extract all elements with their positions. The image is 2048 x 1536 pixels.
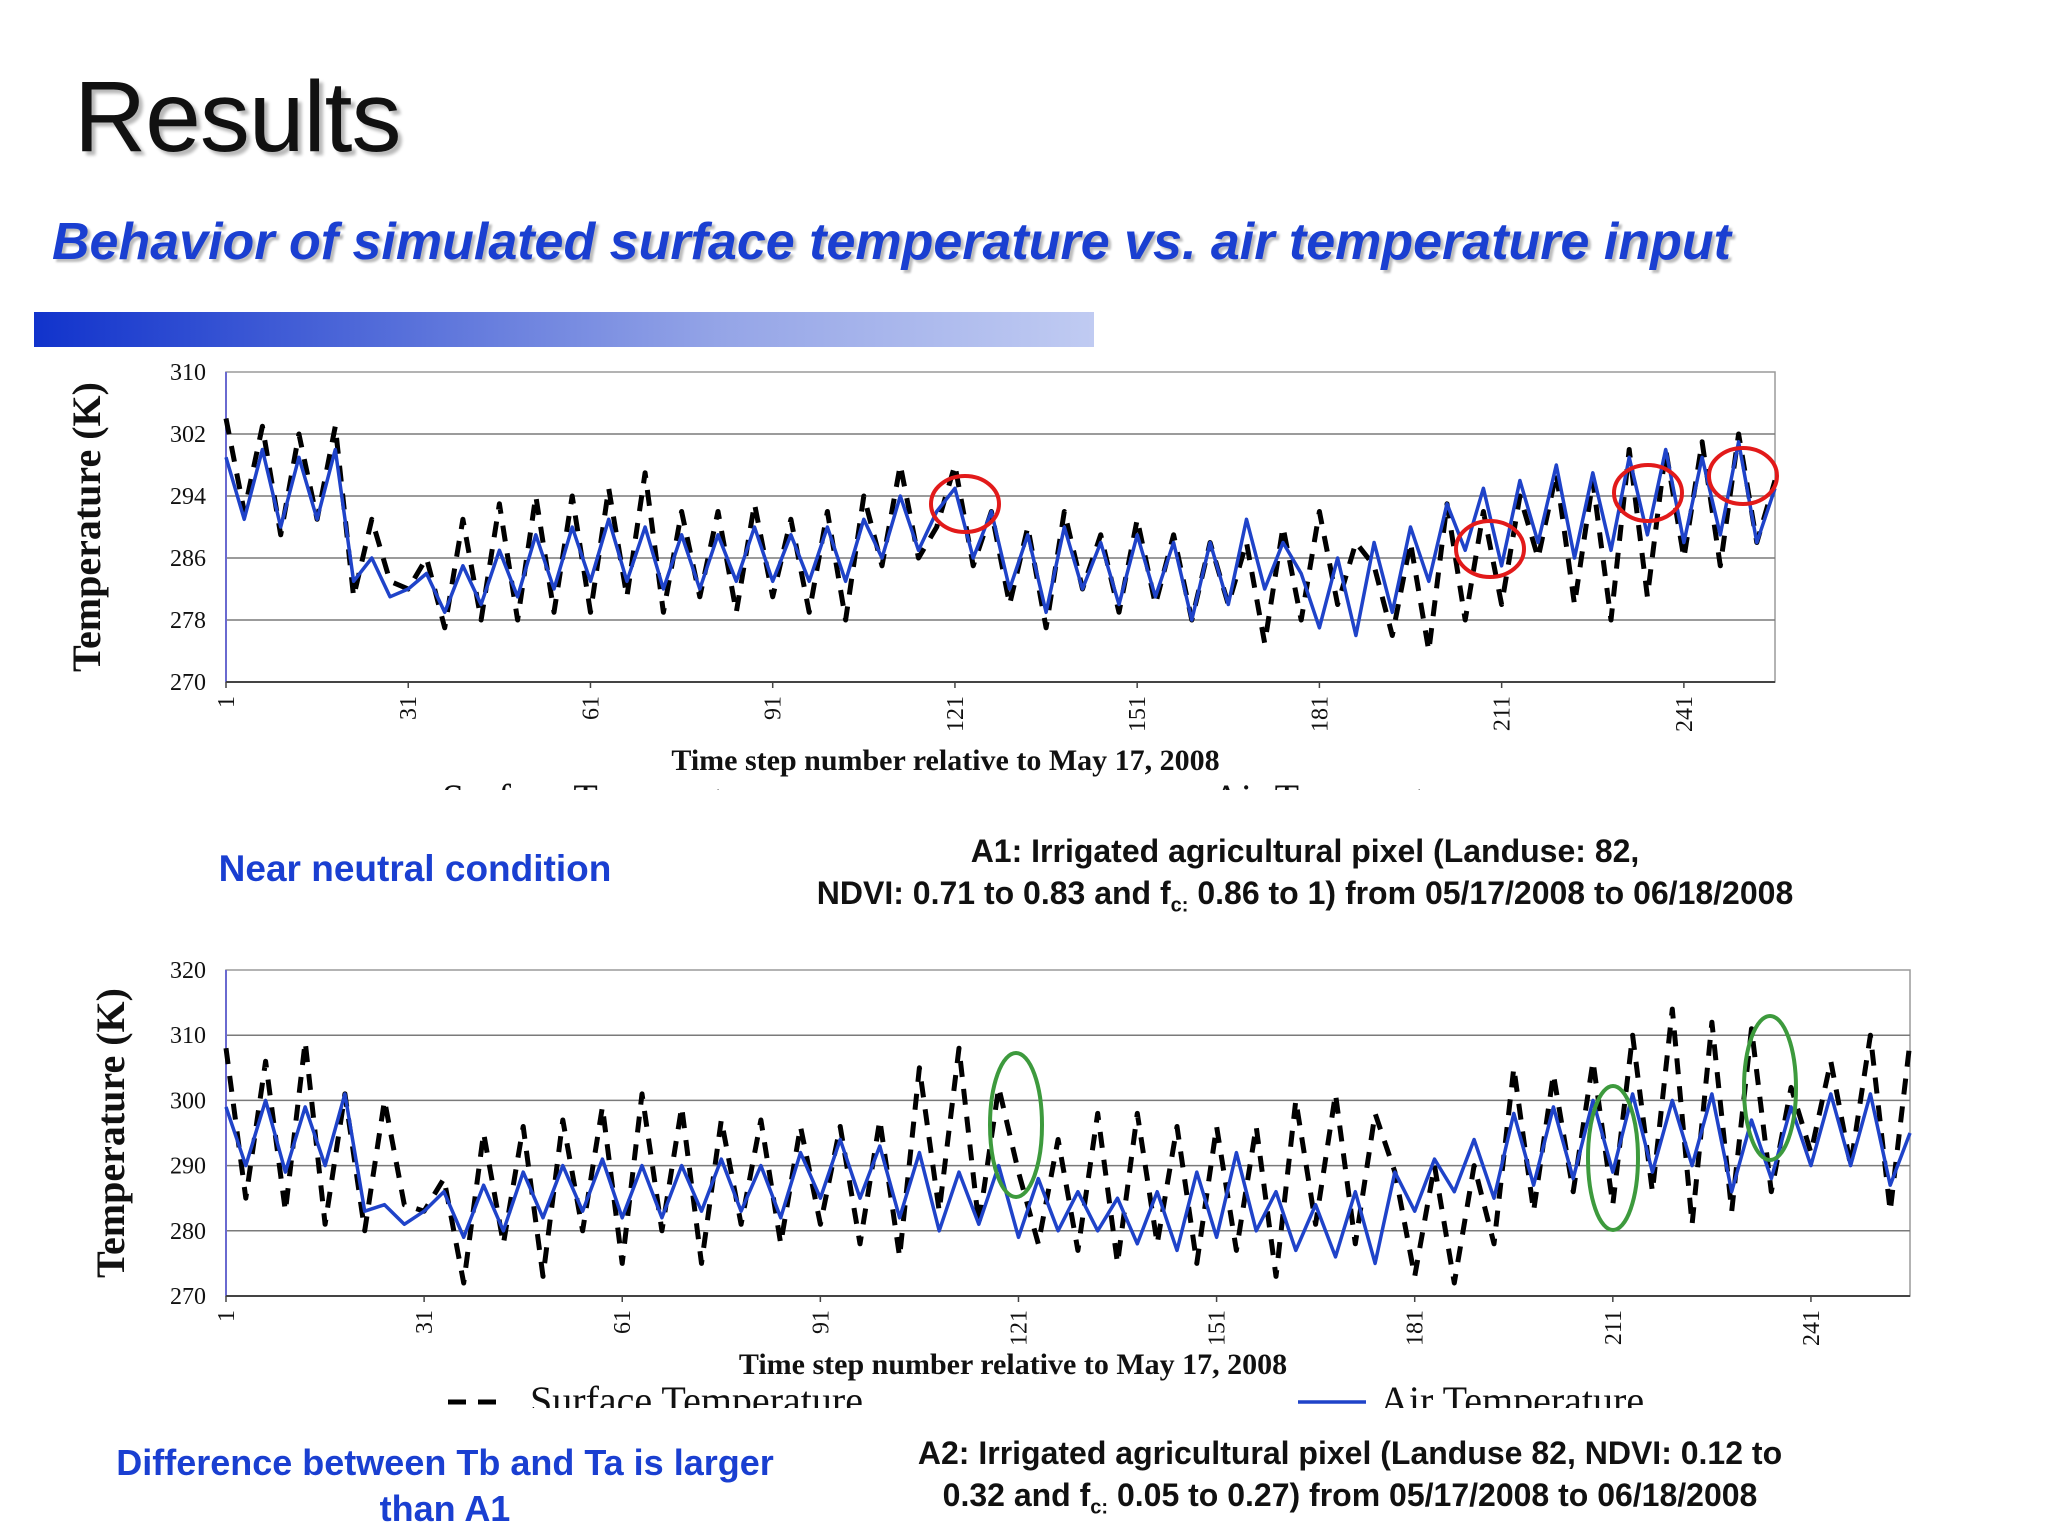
x-tick-label: 61 [578, 696, 604, 720]
y-tick-label: 320 [170, 958, 206, 984]
chart-a1: 310 302 294 286 278 270 1 31 61 91 121 151 181 211 241… [64, 360, 1779, 790]
y-tick-label: 290 [170, 1154, 206, 1180]
y-tick-label: 302 [170, 422, 206, 448]
x-tick-label: 91 [808, 1310, 834, 1334]
red-circle [1612, 463, 1684, 523]
x-axis-title: Time step number relative to May 17, 200… [739, 1348, 1287, 1381]
y-tick-label: 270 [170, 1284, 206, 1310]
note-a1: Near neutral condition [200, 848, 630, 890]
x-tick-label: 151 [1125, 696, 1151, 732]
caption-a1: A1: Irrigated agricultural pixel (Landus… [740, 830, 1870, 926]
x-tick-label: 61 [610, 1310, 636, 1334]
caption-a2-line2: 0.32 and fc: 0.05 to 0.27) from 05/17/20… [850, 1474, 1850, 1528]
x-tick-label: 181 [1403, 1310, 1429, 1346]
x-tick-label: 31 [412, 1310, 438, 1334]
slide-title: Results [74, 61, 401, 173]
x-tick-label: 121 [1006, 1310, 1032, 1346]
x-tick-label: 181 [1307, 696, 1333, 732]
x-tick-label: 1 [214, 1310, 240, 1322]
caption-a2-line1: A2: Irrigated agricultural pixel (Landus… [917, 1435, 1783, 1471]
legend-air-label: Air Temperature [1212, 776, 1476, 790]
caption-a2-post: 0.05 to 0.27) from 05/17/2008 to 06/18/2… [1108, 1477, 1758, 1513]
series-air-temperature [224, 440, 1777, 638]
caption-a2-sub: c: [1090, 1496, 1109, 1519]
x-tick-label: 31 [396, 696, 422, 720]
chart-a2: 320 310 300 290 280 270 1 31 61 91 121 151 181 211 241… [88, 958, 1913, 1408]
gradient-divider [34, 312, 1094, 347]
caption-a1-post: 0.86 to 1) from 05/17/2008 to 06/18/2008 [1188, 875, 1794, 911]
note-a2-line1: Difference between Tb and Ta is larger [116, 1442, 774, 1483]
series-surface-temperature [223, 1006, 1913, 1286]
green-ellipse [1742, 1014, 1798, 1162]
series-surface-temperature [223, 418, 1778, 654]
note-a2-line2: than A1 [379, 1488, 511, 1529]
slide-subtitle: Behavior of simulated surface temperatur… [52, 213, 1731, 271]
y-tick-label: 278 [170, 608, 206, 634]
x-tick-label: 91 [761, 696, 787, 720]
y-tick-label: 300 [170, 1088, 206, 1114]
green-ellipse [988, 1051, 1044, 1199]
x-tick-label: 211 [1490, 696, 1516, 731]
red-circle [929, 474, 1001, 534]
caption-a1-line2: NDVI: 0.71 to 0.83 and fc: 0.86 to 1) fr… [740, 872, 1870, 926]
x-tick-label: 151 [1205, 1310, 1231, 1346]
caption-a2: A2: Irrigated agricultural pixel (Landus… [850, 1432, 1850, 1528]
y-tick-label: 286 [170, 546, 206, 572]
red-circle [1707, 446, 1779, 506]
caption-a1-pre: NDVI: 0.71 to 0.83 and f [816, 875, 1171, 911]
y-tick-label: 310 [170, 1023, 206, 1049]
x-tick-label: 121 [943, 696, 969, 732]
y-axis-title: Temperature (K) [64, 382, 109, 672]
y-tick-label: 270 [170, 670, 206, 696]
caption-a2-pre: 0.32 and f [942, 1477, 1091, 1513]
red-circle [1454, 519, 1526, 579]
plot-area [225, 969, 1911, 1297]
x-tick-label: 1 [214, 696, 240, 708]
y-tick-label: 294 [170, 484, 206, 510]
legend-surface-label: Surface Temperature [442, 776, 775, 790]
x-axis-title: Time step number relative to May 17, 200… [671, 744, 1219, 777]
legend-air-label: Air Temperature [1380, 1378, 1644, 1408]
caption-a1-sub: c: [1170, 894, 1189, 917]
y-axis-title: Temperature (K) [88, 988, 133, 1278]
green-ellipse [1586, 1084, 1640, 1232]
x-tick-label: 241 [1799, 1310, 1825, 1346]
legend-surface-label: Surface Temperature [530, 1378, 863, 1408]
y-tick-label: 310 [170, 360, 206, 386]
x-tick-label: 241 [1672, 696, 1698, 732]
x-tick-label: 211 [1601, 1310, 1627, 1345]
note-a2: Difference between Tb and Ta is larger t… [70, 1440, 820, 1532]
caption-a1-line1: A1: Irrigated agricultural pixel (Landus… [970, 833, 1640, 869]
y-tick-label: 280 [170, 1219, 206, 1245]
note-a1-text: Near neutral condition [218, 848, 612, 889]
